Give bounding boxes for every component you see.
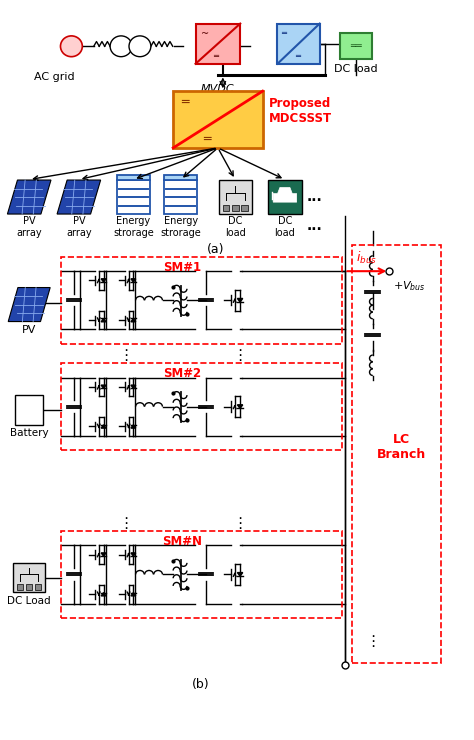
Bar bbox=[196, 24, 240, 64]
Bar bbox=[219, 180, 252, 214]
Bar bbox=[173, 91, 263, 148]
Text: DC
load: DC load bbox=[225, 216, 246, 238]
Polygon shape bbox=[8, 180, 51, 214]
Circle shape bbox=[110, 36, 132, 57]
Text: $i_{bus}$: $i_{bus}$ bbox=[356, 249, 377, 266]
Text: ⋮: ⋮ bbox=[118, 516, 134, 531]
Text: (a): (a) bbox=[207, 243, 224, 256]
Text: ═: ═ bbox=[213, 52, 218, 61]
Polygon shape bbox=[131, 279, 136, 282]
Text: DC load: DC load bbox=[334, 64, 377, 74]
Polygon shape bbox=[131, 593, 136, 596]
Bar bbox=[117, 180, 150, 214]
Polygon shape bbox=[101, 425, 106, 428]
Circle shape bbox=[129, 36, 151, 57]
Text: ⋮: ⋮ bbox=[118, 349, 134, 363]
Polygon shape bbox=[237, 405, 243, 408]
Text: ══: ══ bbox=[350, 41, 362, 51]
Bar bbox=[277, 24, 319, 64]
Bar bbox=[222, 204, 229, 212]
Bar bbox=[232, 204, 238, 212]
Polygon shape bbox=[57, 180, 100, 214]
Polygon shape bbox=[101, 593, 106, 596]
Text: Battery: Battery bbox=[10, 428, 48, 438]
Text: MVDC: MVDC bbox=[201, 84, 235, 94]
Polygon shape bbox=[131, 318, 136, 322]
Bar bbox=[164, 175, 197, 180]
Bar bbox=[352, 245, 441, 663]
Bar bbox=[241, 204, 248, 212]
Text: DC
load: DC load bbox=[274, 216, 295, 238]
Bar bbox=[62, 257, 342, 344]
Text: ~: ~ bbox=[201, 30, 210, 39]
Bar bbox=[164, 180, 197, 214]
Text: Energy
strorage: Energy strorage bbox=[113, 216, 154, 238]
Text: SM#N: SM#N bbox=[162, 535, 202, 548]
Polygon shape bbox=[237, 298, 243, 302]
Text: ⋮: ⋮ bbox=[233, 516, 248, 531]
Bar bbox=[62, 363, 342, 451]
Text: ⋮: ⋮ bbox=[233, 349, 248, 363]
Polygon shape bbox=[131, 385, 136, 388]
Polygon shape bbox=[101, 318, 106, 322]
Text: SM#1: SM#1 bbox=[163, 260, 201, 274]
Polygon shape bbox=[131, 553, 136, 556]
Text: PV
array: PV array bbox=[17, 216, 42, 238]
Text: PV: PV bbox=[22, 325, 36, 335]
Polygon shape bbox=[237, 573, 243, 576]
Polygon shape bbox=[101, 385, 106, 388]
Circle shape bbox=[61, 36, 82, 57]
Text: ═: ═ bbox=[282, 30, 286, 38]
Polygon shape bbox=[8, 288, 50, 322]
Bar bbox=[26, 584, 32, 590]
Text: ═: ═ bbox=[181, 96, 188, 109]
Text: AC grid: AC grid bbox=[34, 73, 74, 82]
Text: Energy
strorage: Energy strorage bbox=[160, 216, 201, 238]
Text: ═: ═ bbox=[203, 133, 210, 147]
Text: ═: ═ bbox=[295, 52, 300, 61]
Text: PV
array: PV array bbox=[66, 216, 91, 238]
Text: Proposed
MDCSSST: Proposed MDCSSST bbox=[269, 97, 332, 125]
Bar bbox=[268, 180, 301, 214]
Text: ...: ... bbox=[307, 219, 323, 233]
Text: ⋮: ⋮ bbox=[365, 634, 381, 649]
Polygon shape bbox=[101, 279, 106, 282]
Polygon shape bbox=[131, 425, 136, 428]
Text: (b): (b) bbox=[191, 678, 210, 690]
Bar bbox=[35, 584, 41, 590]
Text: SM#2: SM#2 bbox=[163, 367, 201, 380]
Text: DC Load: DC Load bbox=[8, 596, 51, 605]
Text: LC
Branch: LC Branch bbox=[376, 433, 426, 461]
Polygon shape bbox=[273, 187, 297, 202]
Bar bbox=[117, 175, 150, 180]
Bar bbox=[17, 584, 23, 590]
Text: ...: ... bbox=[307, 190, 323, 204]
Polygon shape bbox=[101, 553, 106, 556]
Bar bbox=[15, 395, 43, 425]
Bar bbox=[62, 531, 342, 618]
Bar bbox=[13, 563, 46, 592]
Bar bbox=[339, 33, 372, 59]
Text: $+V_{bus}$: $+V_{bus}$ bbox=[393, 280, 426, 294]
